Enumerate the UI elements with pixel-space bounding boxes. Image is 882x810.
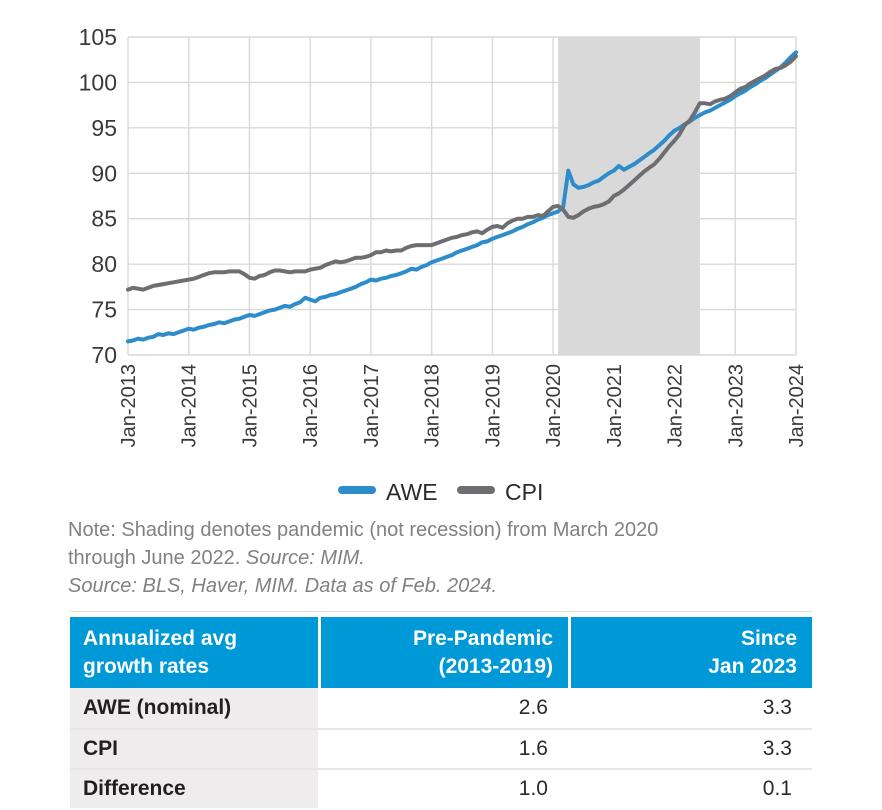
x-axis-tick-label: Jan-2024	[786, 364, 808, 447]
difference-since-jan-2023-value: 0.1	[762, 777, 792, 800]
awe-pre-pandemic-value: 2.6	[518, 696, 548, 719]
pandemic-shading-region	[558, 37, 700, 355]
x-axis-tick-label: Jan-2013	[118, 364, 140, 447]
table-header-growth-rates: Annualized avg growth rates	[83, 626, 238, 678]
table-row-cpi: CPI 1.6 3.3	[70, 728, 812, 768]
table-header-row: Annualized avg growth rates Pre-Pandemic…	[70, 617, 812, 688]
growth-rates-table: Annualized avg growth rates Pre-Pandemic…	[70, 611, 812, 808]
note-line-1: Note: Shading denotes pandemic (not rece…	[68, 519, 659, 541]
x-axis-tick-label: Jan-2014	[179, 364, 201, 447]
legend-label-awe: AWE	[386, 479, 438, 505]
x-axis-tick-label: Jan-2019	[482, 364, 504, 447]
table-header-pre-pandemic: Pre-Pandemic (2013-2019)	[318, 617, 568, 688]
note-line-2: through June 2022. Source: MIM.	[68, 547, 365, 569]
chart-notes: Note: Shading denotes pandemic (not rece…	[68, 516, 810, 600]
legend-label-cpi: CPI	[505, 479, 543, 505]
cpi-pre-pandemic-value: 1.6	[518, 737, 548, 760]
x-axis-tick-label: Jan-2021	[604, 364, 626, 447]
table-header-since-jan-2023: Since Jan 2023	[568, 617, 812, 688]
y-axis-tick-label: 95	[91, 115, 117, 141]
y-axis-tick-label: 85	[91, 206, 117, 232]
row-label-awe: AWE (nominal)	[70, 688, 318, 728]
legend-swatch-awe	[338, 486, 376, 494]
legend-swatch-cpi	[457, 486, 495, 494]
difference-pre-pandemic-value: 1.0	[518, 777, 548, 800]
x-axis-tick-label: Jan-2015	[239, 364, 261, 447]
awe-vs-cpi-line-chart: 70 75 80 85 90 95 100 105 Jan-2013 Jan-2014 Jan-20…	[79, 24, 808, 505]
table-row-awe: AWE (nominal) 2.6 3.3	[70, 688, 812, 728]
row-label-difference: Difference	[70, 770, 318, 808]
y-axis-tick-label: 90	[91, 160, 117, 186]
x-axis-tick-label: Jan-2023	[725, 364, 747, 447]
awe-since-jan-2023-value: 3.3	[762, 696, 792, 719]
y-axis-tick-label: 100	[79, 69, 117, 95]
x-axis-tick-label: Jan-2020	[543, 364, 565, 447]
y-axis-tick-label: 105	[79, 24, 117, 50]
y-axis-tick-label: 80	[91, 251, 117, 277]
x-axis-tick-label: Jan-2017	[361, 364, 383, 447]
y-axis-tick-label: 75	[91, 297, 117, 323]
x-axis-tick-label: Jan-2016	[300, 364, 322, 447]
table-row-difference: Difference 1.0 0.1	[70, 768, 812, 808]
y-axis-tick-label: 70	[91, 342, 117, 368]
cpi-line	[126, 54, 798, 292]
x-axis-tick-label: Jan-2022	[665, 364, 687, 447]
note-line-3: Source: BLS, Haver, MIM. Data as of Feb.…	[68, 575, 498, 597]
x-axis-tick-label: Jan-2018	[422, 364, 444, 447]
cpi-since-jan-2023-value: 3.3	[762, 737, 792, 760]
row-label-cpi: CPI	[70, 730, 318, 768]
